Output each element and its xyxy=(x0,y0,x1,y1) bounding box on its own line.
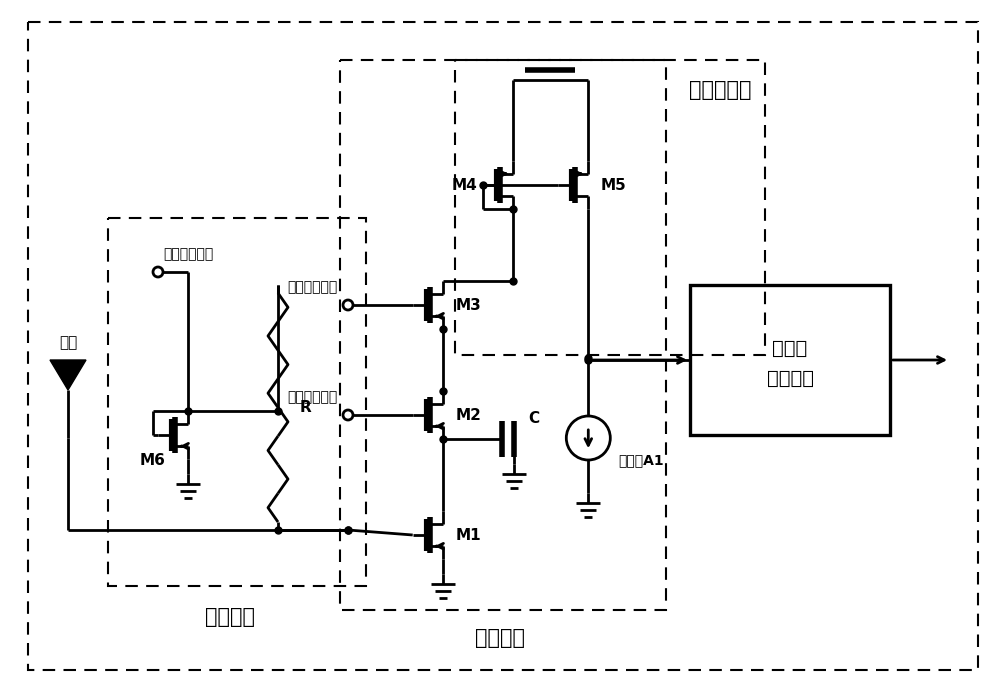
Text: C: C xyxy=(528,411,539,427)
Text: 第一偏置电压: 第一偏置电压 xyxy=(163,247,213,261)
Text: 天线: 天线 xyxy=(59,335,77,351)
Bar xyxy=(690,285,890,435)
Bar xyxy=(340,60,666,610)
Text: 运算电路: 运算电路 xyxy=(767,369,814,388)
Text: M5: M5 xyxy=(600,178,626,192)
Polygon shape xyxy=(50,360,86,390)
Text: M1: M1 xyxy=(455,528,481,542)
Circle shape xyxy=(153,267,163,277)
Text: 第二偏置电压: 第二偏置电压 xyxy=(288,390,338,404)
Bar xyxy=(455,60,765,355)
Text: 第三偏置电压: 第三偏置电压 xyxy=(288,280,338,294)
Text: M4: M4 xyxy=(452,178,478,192)
Text: 检测电路: 检测电路 xyxy=(475,628,525,648)
Circle shape xyxy=(343,300,353,310)
Text: 偏置电路: 偏置电路 xyxy=(205,607,255,627)
Text: M2: M2 xyxy=(455,408,481,422)
Text: M3: M3 xyxy=(455,298,481,312)
Bar xyxy=(108,218,366,586)
Text: M6: M6 xyxy=(139,452,165,468)
Text: 电流源A1: 电流源A1 xyxy=(618,453,664,467)
Text: 平方根: 平方根 xyxy=(772,339,808,358)
Text: R: R xyxy=(300,399,312,415)
Text: 电流镜电路: 电流镜电路 xyxy=(689,80,751,100)
Circle shape xyxy=(343,410,353,420)
